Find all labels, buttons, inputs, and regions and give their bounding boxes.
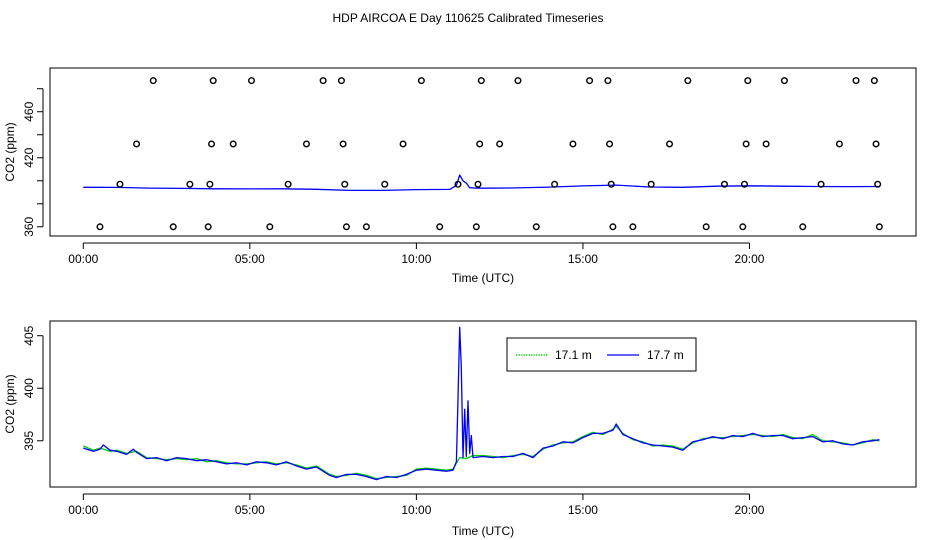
calibration-point <box>208 140 216 148</box>
upper-series-line-0 <box>83 174 880 192</box>
calibration-point <box>609 223 617 231</box>
upper-x-tick-label: 15:00 <box>568 252 598 266</box>
calibration-point <box>762 140 770 148</box>
legend-label-17-1m: 17.1 m <box>555 348 592 362</box>
calibration-point <box>666 140 674 148</box>
calibration-point <box>629 223 637 231</box>
calibration-point <box>381 180 389 188</box>
upper-panel: 00:00 05:00 10:00 15:00 20:00 360 420 460 Time… <box>3 67 917 285</box>
calibration-point <box>739 223 747 231</box>
lower-y-tick-label: 400 <box>22 378 36 398</box>
calibration-point <box>532 223 540 231</box>
calibration-point <box>607 180 615 188</box>
calibration-point <box>702 223 710 231</box>
calibration-point <box>133 140 141 148</box>
calibration-point <box>204 223 212 231</box>
upper-y-tick-label: 360 <box>22 216 36 236</box>
calibration-point <box>817 180 825 188</box>
calibration-point <box>551 180 559 188</box>
lower-plot-frame <box>49 320 917 488</box>
calibration-point <box>742 140 750 148</box>
calibration-point <box>248 77 256 85</box>
upper-y-tick-label: 460 <box>22 101 36 121</box>
lower-y-axis: 395 400 405 <box>22 325 44 451</box>
calibration-point <box>399 140 407 148</box>
lower-x-axis: 00:00 05:00 10:00 15:00 20:00 <box>68 493 765 517</box>
calibration-point <box>209 77 217 85</box>
upper-x-axis: 00:00 05:00 10:00 15:00 20:00 <box>68 242 765 266</box>
lower-x-tick-label: 05:00 <box>235 503 265 517</box>
lower-y-tick-label: 395 <box>22 430 36 450</box>
calibration-point <box>477 77 485 85</box>
calibration-point <box>870 77 878 85</box>
upper-y-tick-label: 420 <box>22 147 36 167</box>
calibration-point <box>496 140 504 148</box>
calibration-point <box>116 180 124 188</box>
lower-x-tick-label: 10:00 <box>401 503 431 517</box>
calibration-point <box>872 140 880 148</box>
lower-y-tick-label: 405 <box>22 325 36 345</box>
calibration-point <box>604 77 612 85</box>
lower-panel: 00:00 05:00 10:00 15:00 20:00 395 400 405 Time… <box>3 320 917 538</box>
lower-series-line-0 <box>83 425 880 480</box>
legend: 17.1 m 17.7 m <box>506 337 697 372</box>
upper-y-axis-label: CO2 (ppm) <box>3 122 17 181</box>
calibration-point <box>606 140 614 148</box>
calibration-point <box>474 180 482 188</box>
upper-x-tick-label: 20:00 <box>734 252 764 266</box>
calibration-point <box>454 180 462 188</box>
calibration-point <box>514 77 522 85</box>
calibration-point <box>720 180 728 188</box>
calibration-point <box>337 77 345 85</box>
calibration-point <box>186 180 194 188</box>
calibration-point <box>206 180 214 188</box>
calibration-point <box>149 77 157 85</box>
calibration-point <box>799 223 807 231</box>
upper-x-tick-label: 10:00 <box>401 252 431 266</box>
calibration-point <box>875 223 883 231</box>
lower-x-axis-label: Time (UTC) <box>452 524 514 538</box>
calibration-point <box>472 223 480 231</box>
calibration-point <box>284 180 292 188</box>
upper-x-tick-label: 00:00 <box>68 252 98 266</box>
calibration-point <box>342 223 350 231</box>
calibration-point <box>744 77 752 85</box>
lower-x-tick-label: 15:00 <box>568 503 598 517</box>
legend-label-17-7m: 17.7 m <box>647 348 684 362</box>
calibration-point <box>835 140 843 148</box>
calibration-point <box>684 77 692 85</box>
calibration-point <box>266 223 274 231</box>
calibration-point <box>339 140 347 148</box>
calibration-point <box>476 140 484 148</box>
calibration-point <box>362 223 370 231</box>
upper-plot-data <box>83 77 883 231</box>
lower-series-line-1 <box>83 326 880 481</box>
calibration-point <box>436 223 444 231</box>
lower-plot-data <box>83 326 880 481</box>
calibration-point <box>780 77 788 85</box>
lower-x-tick-label: 00:00 <box>68 503 98 517</box>
upper-x-axis-label: Time (UTC) <box>452 271 514 285</box>
calibration-point <box>319 77 327 85</box>
calibration-point <box>740 180 748 188</box>
upper-y-axis: 360 420 460 <box>22 88 44 237</box>
calibration-point <box>647 180 655 188</box>
upper-x-tick-label: 05:00 <box>235 252 265 266</box>
calibration-point <box>586 77 594 85</box>
calibration-point <box>852 77 860 85</box>
lower-x-tick-label: 20:00 <box>734 503 764 517</box>
calibration-point <box>417 77 425 85</box>
calibration-point <box>302 140 310 148</box>
calibration-point <box>96 223 104 231</box>
calibration-point <box>169 223 177 231</box>
upper-plot-frame <box>49 67 917 237</box>
calibration-point <box>229 140 237 148</box>
calibration-point <box>874 180 882 188</box>
calibration-point <box>569 140 577 148</box>
chart-title: HDP AIRCOA E Day 110625 Calibrated Times… <box>332 11 603 25</box>
calibration-point <box>341 180 349 188</box>
lower-y-axis-label: CO2 (ppm) <box>3 374 17 433</box>
